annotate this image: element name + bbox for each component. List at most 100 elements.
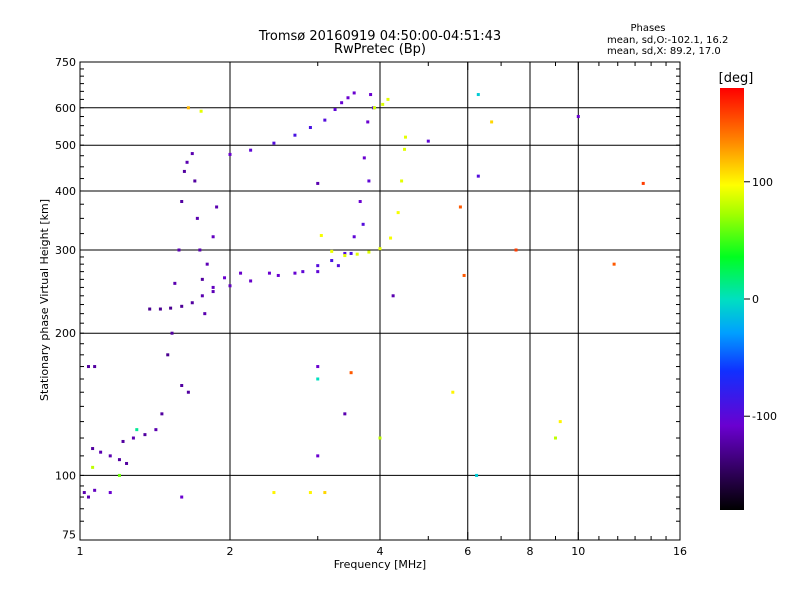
data-point — [316, 270, 320, 274]
data-point — [203, 312, 207, 316]
data-point — [293, 133, 297, 137]
data-point — [180, 200, 184, 204]
data-point — [93, 488, 97, 492]
colorbar-tick-label: 0 — [752, 293, 759, 306]
data-point — [476, 93, 480, 97]
colorbar — [720, 88, 744, 510]
data-point — [228, 284, 232, 288]
data-point — [160, 412, 164, 416]
data-point — [378, 436, 382, 440]
data-point — [403, 147, 407, 151]
colorbar-label: [deg] — [719, 71, 754, 86]
data-point — [131, 436, 135, 440]
colorbar-ticks: 100 0 -100 — [744, 176, 777, 423]
data-point — [340, 101, 344, 105]
data-point — [193, 179, 197, 183]
data-point — [391, 294, 395, 298]
data-point — [352, 91, 356, 95]
data-point — [349, 371, 353, 375]
data-point — [400, 179, 404, 183]
data-point — [158, 307, 162, 311]
data-point — [148, 307, 152, 311]
data-point — [451, 390, 455, 394]
data-point — [369, 93, 373, 97]
data-point — [333, 108, 337, 112]
data-point — [336, 264, 340, 268]
y-tick-label: 75 — [62, 528, 76, 541]
data-point — [319, 233, 323, 237]
data-point — [330, 259, 334, 263]
data-point — [177, 248, 181, 252]
data-point — [125, 461, 129, 465]
data-point — [308, 491, 312, 495]
phases-heading: Phases — [630, 23, 665, 34]
grid — [80, 62, 680, 540]
data-point — [180, 304, 184, 308]
data-point — [117, 458, 121, 462]
data-point — [403, 135, 407, 139]
data-point — [316, 377, 320, 381]
y-tick-label: 200 — [55, 327, 76, 340]
data-point — [349, 251, 353, 255]
data-point — [514, 248, 518, 252]
colorbar-tick-label: -100 — [752, 410, 777, 423]
data-point — [182, 169, 186, 173]
data-point — [170, 331, 174, 335]
data-point — [576, 115, 580, 119]
data-point — [200, 277, 204, 281]
data-point — [462, 273, 466, 277]
y-tick-label: 100 — [55, 469, 76, 482]
x-tick-label: 8 — [527, 545, 534, 558]
chart-subtitle: RwPretec (Bp) — [334, 42, 426, 57]
data-point — [195, 216, 199, 220]
data-point — [293, 271, 297, 275]
data-point — [186, 390, 190, 394]
data-point — [355, 252, 359, 256]
data-point — [367, 250, 371, 254]
data-point — [316, 264, 320, 268]
x-tick-label: 1 — [77, 545, 84, 558]
data-point — [316, 454, 320, 458]
data-point — [323, 491, 327, 495]
x-tick-label: 4 — [377, 545, 384, 558]
data-point — [558, 420, 562, 424]
data-point — [186, 106, 190, 110]
data-point — [239, 271, 243, 275]
data-point — [389, 236, 393, 240]
data-point — [121, 439, 125, 443]
y-tick-label: 500 — [55, 139, 76, 152]
phases-x-stats: mean, sd,X: 89.2, 17.0 — [607, 46, 721, 57]
data-point — [301, 270, 305, 274]
data-point — [86, 365, 90, 369]
data-point — [343, 251, 347, 255]
data-point — [316, 365, 320, 369]
data-point — [378, 247, 382, 251]
data-point — [612, 262, 616, 266]
data-point — [249, 148, 253, 152]
data-point — [190, 301, 194, 305]
axis-ticks: 1 2 4 6 8 10 16 75 100 200 300 400 500 600 750 — [55, 56, 687, 558]
data-point — [99, 450, 103, 454]
data-point — [200, 294, 204, 298]
y-tick-label: 750 — [55, 56, 76, 69]
data-point — [272, 491, 276, 495]
data-point — [199, 109, 203, 113]
data-point — [426, 139, 430, 143]
data-point — [352, 235, 356, 239]
data-point — [211, 290, 215, 294]
data-point — [358, 200, 362, 204]
data-point — [205, 262, 209, 266]
data-point — [386, 97, 390, 101]
data-point — [185, 160, 189, 164]
data-point — [323, 118, 327, 122]
data-point — [173, 281, 177, 285]
data-point — [381, 102, 385, 106]
data-point — [108, 491, 112, 495]
data-point — [135, 428, 139, 432]
data-point — [490, 120, 494, 124]
data-point — [346, 96, 350, 100]
data-point — [198, 248, 202, 252]
data-point — [272, 141, 276, 145]
data-point — [362, 156, 366, 160]
